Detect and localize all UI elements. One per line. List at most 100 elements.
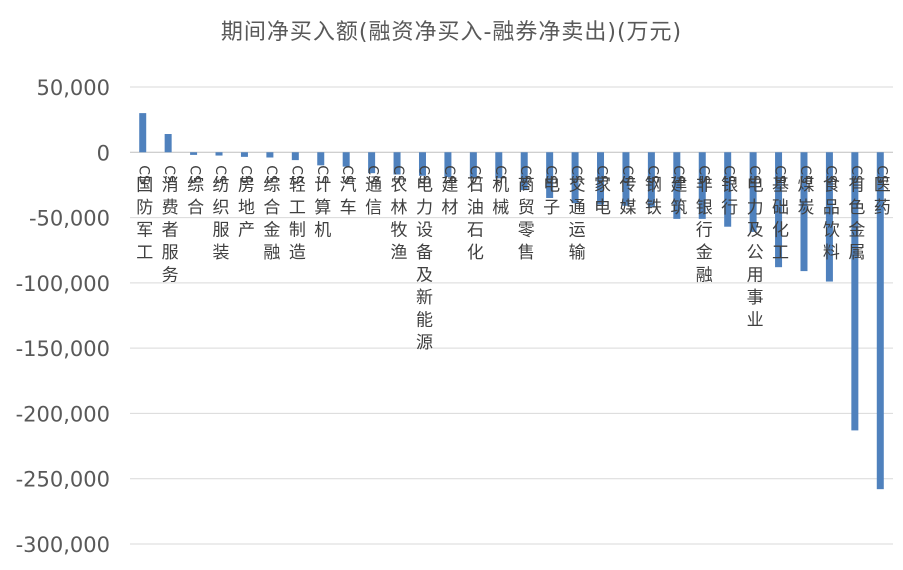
svg-text:及: 及 [747,220,764,240]
y-tick-label: -300,000 [16,533,110,557]
bar [266,152,274,158]
svg-text:械: 械 [492,198,509,218]
svg-text:CS: CS [695,165,711,184]
svg-text:化: 化 [467,243,484,263]
bar [342,152,350,167]
bar [673,152,681,219]
svg-text:装: 装 [213,243,230,263]
svg-text:电: 电 [543,175,560,195]
svg-text:服: 服 [213,220,230,240]
svg-text:CS: CS [822,165,838,184]
bar [393,152,401,175]
svg-text:服: 服 [162,243,179,263]
svg-text:者: 者 [162,220,179,240]
svg-text:色: 色 [848,198,865,218]
svg-text:CS: CS [772,165,788,184]
svg-text:造: 造 [289,243,306,263]
svg-text:车: 车 [340,198,357,218]
svg-text:CS: CS [670,165,686,184]
svg-text:CS: CS [492,165,508,184]
svg-text:化: 化 [772,220,789,240]
svg-text:织: 织 [213,198,230,218]
svg-text:CS: CS [644,165,660,184]
svg-text:筑: 筑 [670,198,687,218]
svg-text:医: 医 [874,175,891,195]
svg-text:建: 建 [441,175,458,195]
svg-text:有: 有 [848,175,865,195]
svg-text:电: 电 [416,175,433,195]
bar [139,113,147,153]
svg-text:算: 算 [314,198,331,218]
svg-text:力: 力 [416,198,433,218]
svg-text:计: 计 [314,175,331,195]
svg-text:品: 品 [823,198,840,218]
svg-text:CS: CS [797,165,813,184]
svg-text:机: 机 [314,220,331,240]
svg-text:CS: CS [441,165,457,184]
svg-text:运: 运 [569,220,586,240]
svg-text:金: 金 [696,243,713,263]
svg-text:CS: CS [365,165,381,184]
bar [164,134,172,153]
svg-text:煤: 煤 [797,175,814,195]
svg-text:轻: 轻 [289,175,306,195]
svg-text:费: 费 [162,198,179,218]
svg-text:石: 石 [467,220,484,240]
svg-text:行: 行 [721,198,738,218]
svg-text:金: 金 [263,220,280,240]
bar [368,152,376,174]
svg-text:商: 商 [518,175,535,195]
bar [418,152,426,176]
svg-text:备: 备 [416,243,433,263]
bar [698,152,706,219]
bar [876,152,884,490]
bar [724,152,732,227]
svg-text:非: 非 [696,175,713,195]
svg-text:合: 合 [187,198,204,218]
svg-text:础: 础 [772,198,789,218]
svg-text:融: 融 [696,265,713,285]
svg-text:食: 食 [823,175,840,195]
svg-text:CS: CS [161,165,177,184]
svg-text:渔: 渔 [391,243,408,263]
y-tick-label: -50,000 [29,207,110,231]
svg-text:务: 务 [162,265,179,285]
svg-text:工: 工 [289,198,306,218]
x-axis-labels: CS国防军工CS消费者服务CS综合CS纺织服装CS房地产CS综合金融CS轻工制造… [136,165,891,352]
svg-text:电: 电 [747,175,764,195]
svg-text:CS: CS [288,165,304,184]
svg-text:通: 通 [365,175,382,195]
svg-text:电: 电 [594,198,611,218]
svg-text:工: 工 [136,243,153,263]
svg-text:银: 银 [696,198,713,218]
svg-text:设: 设 [416,220,433,240]
bar [444,152,452,178]
svg-text:CS: CS [415,165,431,184]
svg-text:媒: 媒 [619,198,636,218]
svg-text:及: 及 [416,265,433,285]
y-tick-label: 0 [97,141,110,165]
bar [622,152,630,206]
svg-text:汽: 汽 [340,175,357,195]
svg-text:融: 融 [263,243,280,263]
svg-text:CS: CS [237,165,253,184]
bar [291,152,299,161]
y-axis-ticks: 50,000 0 -50,000 -100,000 -150,000 -200,000 -2… [16,76,110,557]
svg-text:地: 地 [238,198,255,218]
svg-text:CS: CS [619,165,635,184]
y-tick-label: 50,000 [37,76,110,100]
